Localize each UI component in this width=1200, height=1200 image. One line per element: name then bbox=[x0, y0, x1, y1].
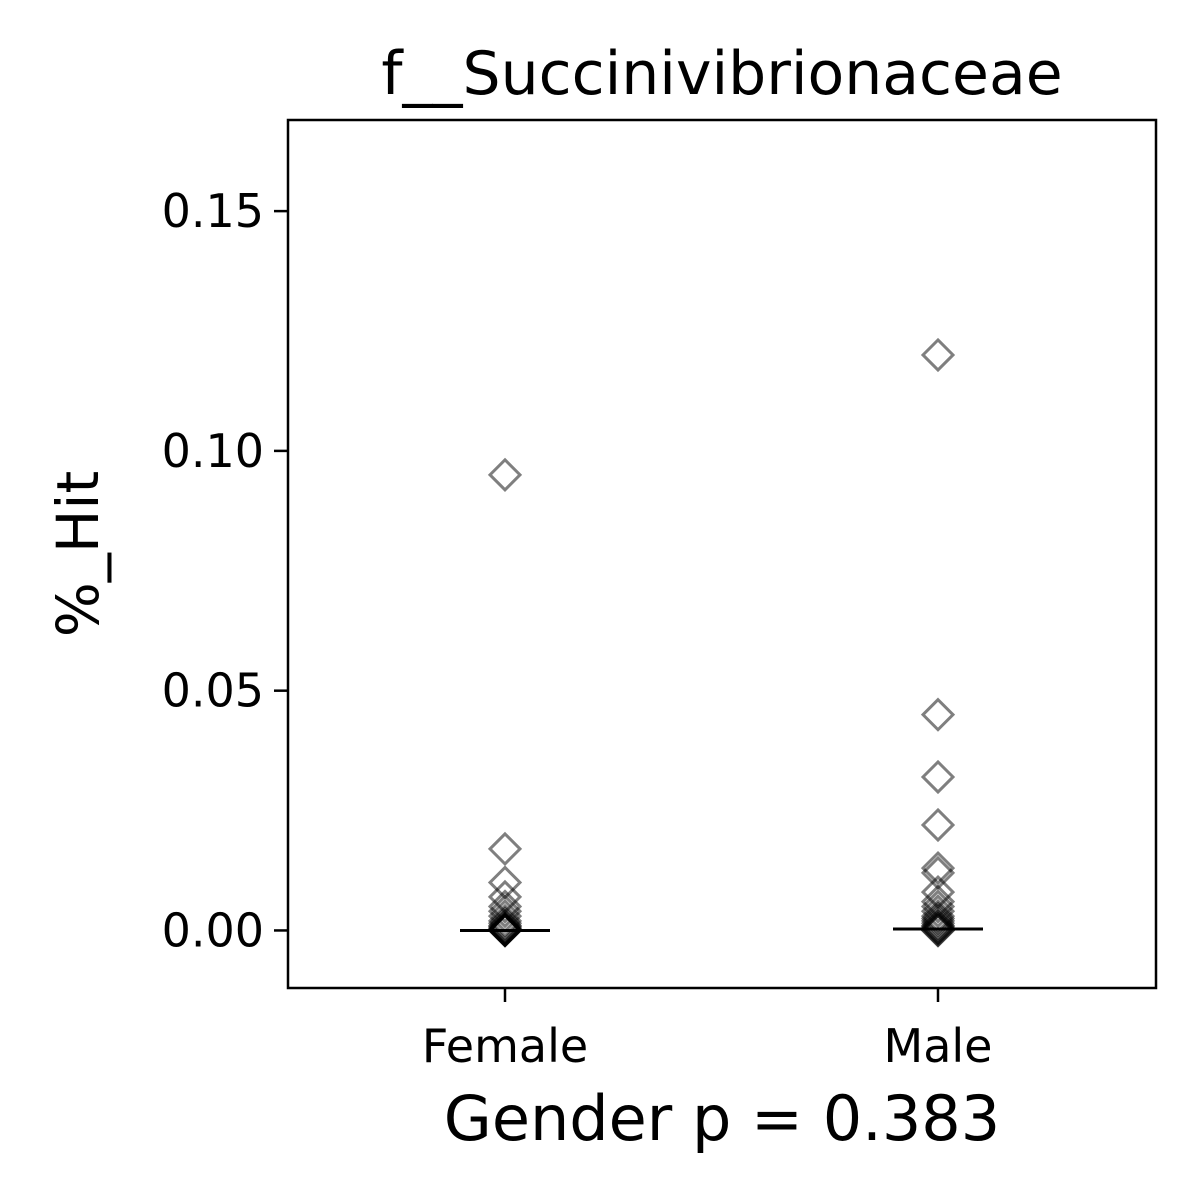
data-point bbox=[487, 894, 523, 929]
data-point bbox=[487, 906, 523, 941]
data-point bbox=[920, 894, 956, 929]
data-point bbox=[487, 913, 523, 948]
data-point bbox=[920, 337, 956, 373]
y-tick-label: 0.05 bbox=[162, 664, 264, 718]
data-point bbox=[920, 898, 956, 934]
data-point bbox=[920, 807, 956, 843]
data-point bbox=[920, 759, 956, 795]
median-lines bbox=[460, 927, 983, 932]
data-point bbox=[487, 457, 523, 492]
chart-title: f__Succinivibrionaceae bbox=[381, 39, 1062, 109]
data-point bbox=[487, 903, 523, 938]
x-axis: Female Male bbox=[422, 988, 993, 1073]
data-point bbox=[487, 889, 523, 924]
data-point bbox=[920, 901, 956, 936]
y-tick-label: 0.00 bbox=[162, 903, 264, 957]
x-axis-label: Gender p = 0.383 bbox=[444, 1082, 1000, 1155]
x-tick-label: Male bbox=[884, 1019, 993, 1073]
data-point bbox=[487, 831, 523, 867]
data-point bbox=[920, 697, 956, 732]
plot-frame bbox=[286, 118, 1158, 990]
y-tick-label: 0.15 bbox=[162, 184, 264, 238]
data-points bbox=[487, 337, 956, 948]
data-point bbox=[920, 850, 956, 886]
data-point bbox=[920, 906, 956, 941]
y-axis: 0.00 0.05 0.10 0.15 bbox=[162, 184, 288, 957]
y-axis-label: %_Hit bbox=[44, 471, 112, 638]
data-point bbox=[920, 913, 956, 948]
data-point bbox=[920, 903, 956, 938]
y-tick-label: 0.10 bbox=[162, 424, 264, 478]
x-tick-label: Female bbox=[422, 1019, 588, 1073]
data-point bbox=[920, 889, 956, 924]
